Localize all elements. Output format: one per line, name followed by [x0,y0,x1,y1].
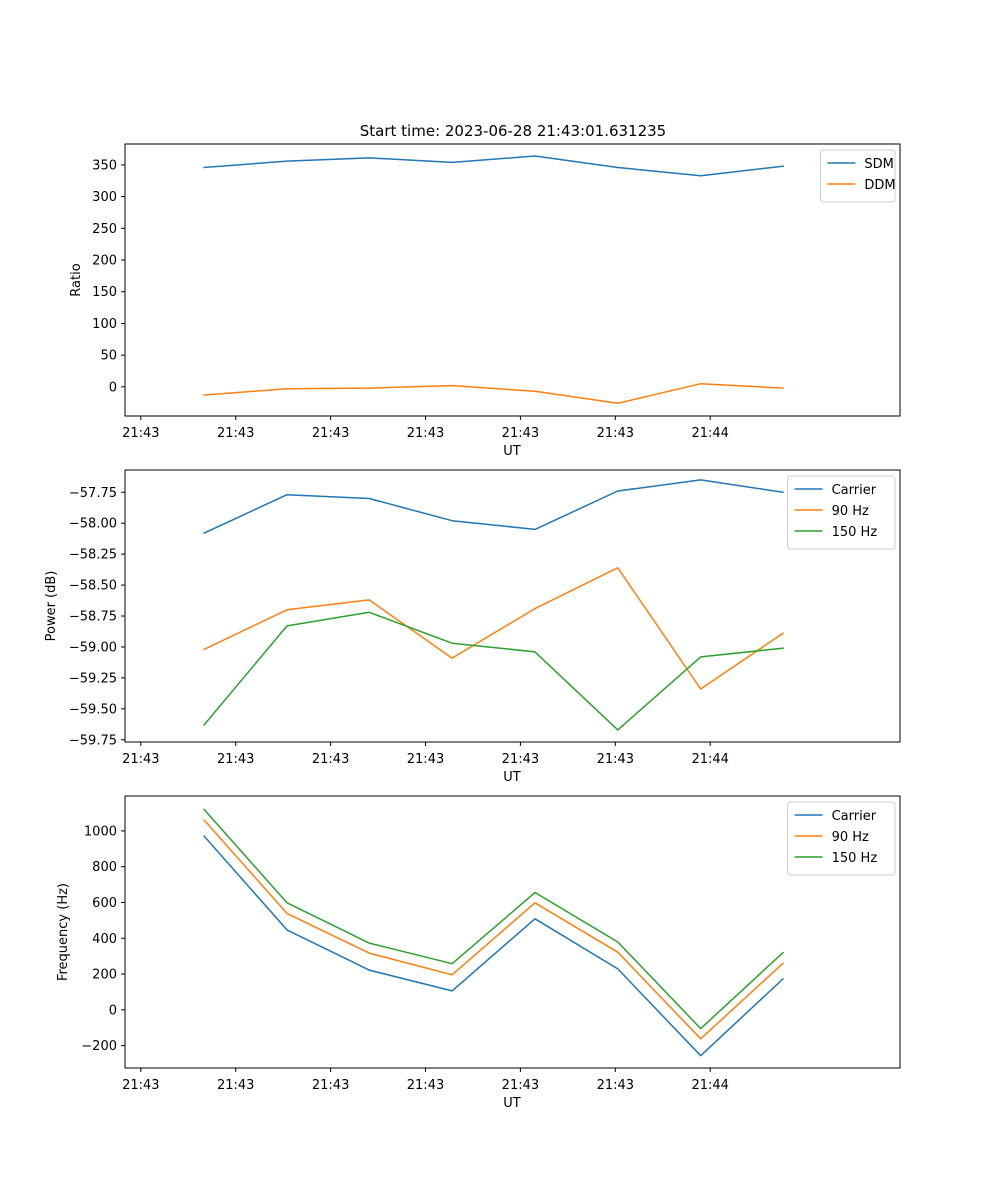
x-tick-label: 21:43 [407,1078,444,1093]
series-line-90-hz [203,818,785,1040]
x-tick-label: 21:43 [312,1078,349,1093]
y-tick-label: −58.75 [69,610,117,625]
y-tick-label: 200 [92,968,117,983]
y-axis-label: Ratio [69,263,84,296]
y-axis-label: Power (dB) [44,571,59,642]
x-tick-label: 21:43 [122,752,159,767]
legend-label: SDM [864,157,893,172]
axes-frame [124,795,901,1069]
series-line-carrier [203,835,785,1057]
legend-label: Carrier [832,483,877,498]
legend: SDM DDM [819,149,896,203]
x-tick-label: 21:44 [691,426,728,441]
x-tick-label: 21:43 [502,426,539,441]
y-tick-label: −58.50 [69,579,117,594]
y-tick-label: 1000 [84,824,117,839]
series-line-ddm [203,382,784,405]
subplot-1: 21:43 21:43 21:43 21:43 21:43 21:43 21:44 0 50 10… [69,143,901,459]
x-tick-label: 21:44 [691,752,728,767]
series-line-150-hz [203,611,784,731]
x-tick-label: 21:43 [312,752,349,767]
y-axis-label: Frequency (Hz) [56,883,71,981]
legend: Carrier 90 Hz 150 Hz [787,475,896,550]
subplot-2: 21:43 21:43 21:43 21:43 21:43 21:43 21:44 −59.7… [44,469,901,785]
y-tick-label: −200 [81,1039,117,1054]
x-tick-label: 21:44 [691,1078,728,1093]
series-line-150-hz [203,808,785,1030]
y-tick-label: −59.25 [69,671,117,686]
x-tick-label: 21:43 [217,752,254,767]
y-tick-label: 200 [92,254,117,269]
x-tick-label: 21:43 [407,426,444,441]
y-tick-label: 0 [109,1003,117,1018]
y-tick-label: −58.00 [69,517,117,532]
y-tick-label: 100 [92,317,117,332]
x-tick-label: 21:43 [502,1078,539,1093]
subplot-3: 21:43 21:43 21:43 21:43 21:43 21:43 21:44 −200 0… [56,795,901,1111]
x-tick-label: 21:43 [597,752,634,767]
x-tick-label: 21:43 [312,426,349,441]
y-tick-label: 0 [109,380,117,395]
y-tick-label: 400 [92,932,117,947]
legend-label: 90 Hz [832,830,869,845]
axes-frame [124,469,901,743]
legend-label: 150 Hz [832,525,878,540]
legend-label: 150 Hz [832,851,878,866]
x-tick-label: 21:43 [217,1078,254,1093]
series-line-sdm [203,155,784,177]
x-tick-label: 21:43 [122,1078,159,1093]
y-tick-label: 350 [92,158,117,173]
y-tick-label: −59.50 [69,702,117,717]
x-tick-label: 21:43 [597,1078,634,1093]
axes-frame [124,143,901,417]
x-axis-label: UT [503,770,521,785]
x-axis-label: UT [503,1096,521,1111]
y-tick-label: 150 [92,285,117,300]
y-tick-label: −57.75 [69,486,117,501]
x-tick-label: 21:43 [597,426,634,441]
x-tick-label: 21:43 [122,426,159,441]
legend-label: 90 Hz [832,504,869,519]
y-tick-label: 600 [92,896,117,911]
x-axis-label: UT [503,444,521,459]
y-tick-label: 50 [100,349,117,364]
y-tick-label: −58.25 [69,548,117,563]
y-tick-label: 800 [92,860,117,875]
x-tick-label: 21:43 [502,752,539,767]
x-tick-label: 21:43 [217,426,254,441]
y-tick-label: 300 [92,190,117,205]
legend-label: DDM [864,178,895,193]
y-tick-label: 250 [92,222,117,237]
series-line-carrier [203,479,784,535]
y-tick-label: −59.00 [69,640,117,655]
subplots: 21:43 21:43 21:43 21:43 21:43 21:43 21:44 0 50 10… [44,143,901,1111]
y-tick-label: −59.75 [69,733,117,748]
legend-label: Carrier [832,809,877,824]
figure-title: Start time: 2023-06-28 21:43:01.631235 [360,122,666,140]
x-tick-label: 21:43 [407,752,444,767]
legend: Carrier 90 Hz 150 Hz [787,801,896,876]
